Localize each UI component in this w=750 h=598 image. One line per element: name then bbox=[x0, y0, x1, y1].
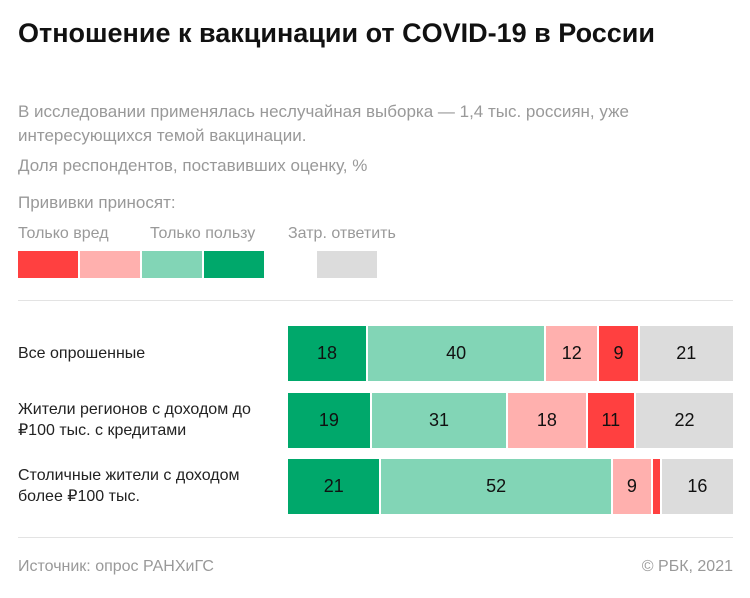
data-label: 12 bbox=[561, 343, 582, 363]
bar-segment-затр.-ответить: 21 bbox=[639, 326, 733, 381]
data-label: 9 bbox=[613, 343, 624, 363]
bar-segment-скорее-пользу: 40 bbox=[368, 326, 547, 381]
bar-segment-скорее-пользу: 31 bbox=[371, 393, 509, 448]
legend-swatch-rather-harm bbox=[80, 251, 140, 278]
bar-segment-только-вред: 11 bbox=[587, 393, 637, 448]
legend-label-na: Затр. ответить bbox=[288, 225, 396, 242]
legend-swatch-na bbox=[317, 251, 377, 278]
data-label: 18 bbox=[536, 410, 557, 430]
data-label: 52 bbox=[486, 476, 507, 496]
data-label: 11 bbox=[601, 410, 621, 430]
legend-label-benefit: Только пользу bbox=[150, 225, 256, 242]
row-label: Столичные жители с доходом более ₽100 ты… bbox=[18, 467, 240, 505]
source-note: Источник: опрос РАНХиГС bbox=[18, 558, 214, 575]
bar-segment-затр.-ответить: 22 bbox=[636, 393, 733, 448]
divider-bottom bbox=[18, 537, 733, 538]
bar-segment-только-вред: 9 bbox=[599, 326, 640, 381]
data-label: 21 bbox=[323, 476, 344, 496]
data-label: 19 bbox=[318, 410, 339, 430]
data-label: 22 bbox=[674, 410, 695, 430]
data-label: 9 bbox=[626, 476, 637, 496]
bar-segment-только-пользу: 18 bbox=[288, 326, 369, 381]
bar-segment-только-вред bbox=[652, 459, 662, 514]
data-label: 18 bbox=[317, 343, 338, 363]
bar-row: 19 31 18 11 22 bbox=[288, 393, 733, 448]
bar-segment-скорее-пользу: 52 bbox=[381, 459, 613, 514]
row-label: Жители регионов с доходом до ₽100 тыс. с… bbox=[18, 401, 251, 439]
bar-segment-только-пользу: 21 bbox=[288, 459, 382, 514]
legend-title: Прививки приносят: bbox=[18, 193, 176, 212]
data-label: 16 bbox=[687, 476, 708, 496]
bar-segment-только-пользу: 19 bbox=[288, 393, 372, 448]
bar-segment-затр.-ответить: 16 bbox=[661, 459, 733, 514]
data-label: 40 bbox=[446, 343, 467, 363]
legend-swatch-only-harm bbox=[18, 251, 78, 278]
divider-top bbox=[18, 300, 733, 301]
legend-swatch-rather-benefit bbox=[142, 251, 202, 278]
row-label: Все опрошенные bbox=[18, 345, 146, 362]
chart-title: Отношение к вакцинации от COVID-19 в Рос… bbox=[18, 18, 655, 48]
bar-segment-скорее-вред: 12 bbox=[546, 326, 600, 381]
data-label: 21 bbox=[676, 343, 697, 363]
bar-row: 18 40 12 9 21 bbox=[288, 326, 733, 381]
data-label: 31 bbox=[428, 410, 449, 430]
bar-segment-скорее-вред: 9 bbox=[612, 459, 653, 514]
legend-swatch-only-benefit bbox=[204, 251, 264, 278]
bar-row: 21 52 9 16 bbox=[288, 459, 733, 514]
bar-segment-скорее-вред: 18 bbox=[508, 393, 588, 448]
chart-subtitle: В исследовании применялась неслучайная в… bbox=[18, 102, 629, 145]
copyright: © РБК, 2021 bbox=[641, 558, 733, 575]
chart-unit-note: Доля респондентов, поставивших оценку, % bbox=[18, 156, 368, 175]
legend-label-harm: Только вред bbox=[18, 225, 109, 242]
